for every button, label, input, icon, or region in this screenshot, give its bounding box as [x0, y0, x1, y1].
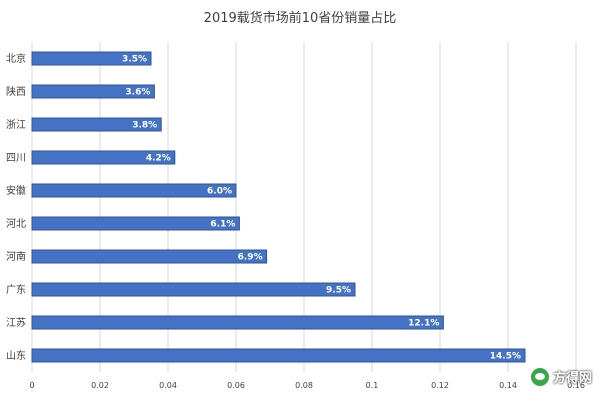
x-tick-label: 0.04: [159, 381, 177, 390]
watermark-text: 方得网: [552, 371, 592, 386]
data-label: 3.5%: [122, 55, 147, 65]
data-label: 3.8%: [132, 121, 157, 131]
x-tick-labels: 0 0.02 0.04 0.06 0.08 0.1 0.12 0.14 0.16: [29, 381, 584, 390]
category-label: 河南: [6, 250, 26, 263]
watermark: 方得网: [530, 367, 592, 386]
category-label: 广东: [6, 283, 26, 296]
x-tick-label: 0: [29, 381, 34, 390]
data-label: 14.5%: [490, 352, 521, 362]
chart-title: 2019载货市场前10省份销量占比: [204, 10, 397, 26]
x-tick-label: 0.08: [295, 381, 313, 390]
category-label: 浙江: [6, 119, 26, 131]
x-tick-label: 0.12: [431, 381, 449, 390]
bar: [31, 216, 240, 231]
x-tick-label: 0.1: [366, 381, 379, 390]
category-label: 北京: [6, 52, 26, 65]
data-label: 6.1%: [210, 220, 235, 230]
bar: [31, 282, 356, 297]
category-label: 江苏: [6, 316, 26, 329]
data-label: 6.9%: [238, 253, 263, 263]
bar: [31, 51, 152, 66]
bar: [31, 249, 268, 264]
category-label: 河北: [6, 218, 26, 230]
category-label: 山东: [6, 349, 26, 362]
x-tick-label: 0.06: [227, 381, 245, 390]
category-label: 陕西: [6, 85, 26, 98]
data-label: 9.5%: [326, 286, 351, 296]
x-tick-label: 0.02: [91, 381, 109, 390]
x-tick-label: 0.16: [567, 381, 585, 390]
data-label: 6.0%: [207, 187, 232, 197]
data-label: 12.1%: [408, 319, 439, 329]
wechat-icon: [530, 367, 549, 386]
category-label: 四川: [6, 153, 26, 164]
bar: [31, 84, 155, 99]
x-tick-label: 0.14: [499, 381, 517, 390]
bar: [31, 183, 237, 198]
data-label: 4.2%: [146, 154, 171, 164]
bar: [31, 315, 444, 330]
category-label: 安徽: [6, 184, 26, 197]
bar: [31, 150, 176, 165]
bars: [31, 51, 526, 363]
data-labels: 3.5% 3.6% 3.8% 4.2% 6.0% 6.1% 6.9% 9.5% 12.1% 14.…: [122, 55, 521, 362]
bar: [31, 348, 526, 363]
bar: [31, 117, 162, 132]
data-label: 3.6%: [125, 88, 150, 98]
